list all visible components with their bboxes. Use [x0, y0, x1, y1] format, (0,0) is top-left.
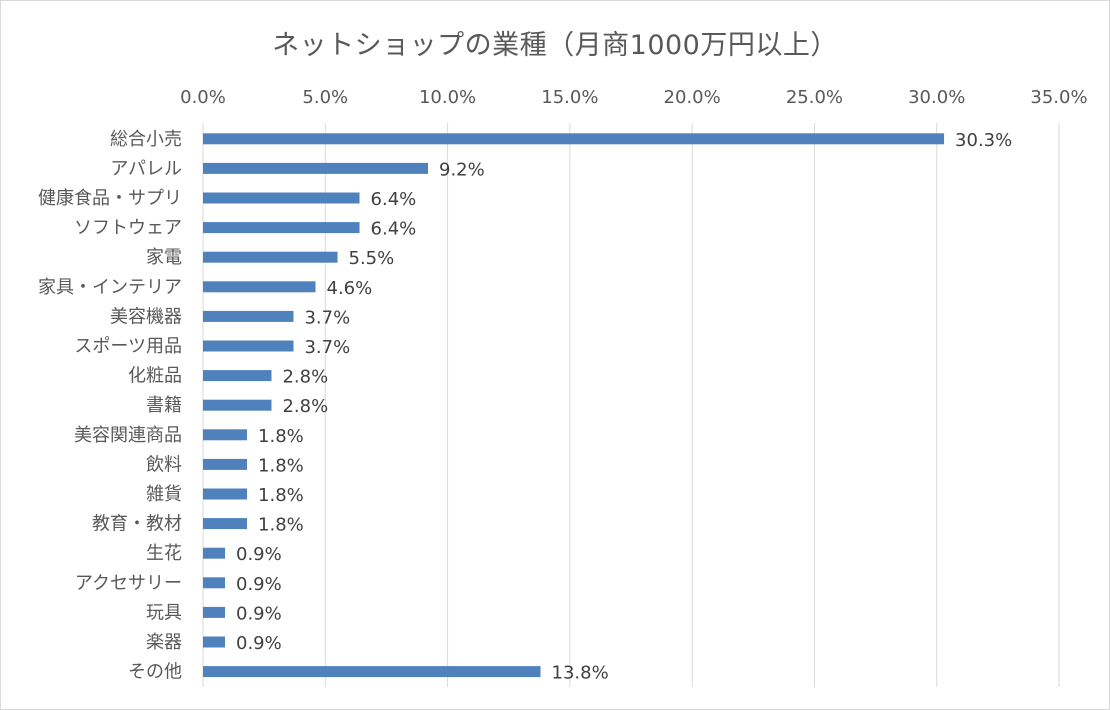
bar — [203, 222, 360, 234]
data-label: 1.8% — [258, 485, 304, 506]
category-label: 飲料 — [146, 454, 182, 475]
x-tick-label: 10.0% — [419, 87, 476, 108]
data-label: 0.9% — [236, 574, 282, 595]
x-tick-label: 25.0% — [786, 87, 843, 108]
category-label: 総合小売 — [110, 129, 182, 150]
data-label: 0.9% — [236, 633, 282, 654]
bar — [203, 162, 429, 174]
category-label: 健康食品・サプリ — [38, 188, 182, 209]
category-label: 家電 — [146, 247, 182, 268]
x-tick-label: 0.0% — [180, 87, 226, 108]
data-label: 0.9% — [236, 544, 282, 565]
category-label: 教育・教材 — [92, 514, 182, 535]
bar — [203, 370, 272, 382]
bar — [203, 606, 226, 618]
category-label: 化粧品 — [128, 366, 182, 387]
data-label: 3.7% — [304, 307, 350, 328]
category-label: その他 — [128, 662, 182, 683]
category-label: 美容機器 — [110, 306, 182, 327]
bar — [203, 310, 294, 322]
x-tick-label: 30.0% — [908, 87, 965, 108]
bar — [203, 133, 945, 145]
data-label: 0.9% — [236, 603, 282, 624]
x-tick-label: 15.0% — [541, 87, 598, 108]
data-label: 4.6% — [327, 278, 373, 299]
category-label: 書籍 — [146, 395, 182, 416]
bar — [203, 458, 248, 470]
bar — [203, 518, 248, 530]
bar — [203, 636, 226, 648]
bar — [203, 251, 338, 263]
category-label: 美容関連商品 — [74, 425, 182, 446]
category-label: ソフトウェア — [74, 218, 182, 239]
x-tick-label: 35.0% — [1030, 87, 1087, 108]
data-label: 6.4% — [371, 219, 417, 240]
category-label: 家具・インテリア — [38, 277, 182, 298]
data-label: 2.8% — [282, 396, 328, 417]
category-label: スポーツ用品 — [74, 336, 182, 357]
bar — [203, 340, 294, 352]
data-label: 13.8% — [552, 663, 609, 684]
bar — [203, 547, 226, 559]
bar — [203, 666, 541, 678]
bar — [203, 488, 248, 500]
bar — [203, 192, 360, 204]
category-label: 雑貨 — [146, 484, 182, 505]
bar — [203, 577, 226, 589]
bar — [203, 429, 248, 441]
category-label: アパレル — [110, 158, 182, 179]
data-label: 30.3% — [955, 130, 1012, 151]
data-label: 6.4% — [371, 189, 417, 210]
data-label: 9.2% — [439, 159, 485, 180]
chart-title: ネットショップの業種（月商1000万円以上） — [272, 30, 838, 61]
data-label: 2.8% — [282, 367, 328, 388]
category-label: アクセサリー — [75, 573, 182, 594]
bar — [203, 281, 316, 293]
x-tick-label: 20.0% — [664, 87, 721, 108]
category-label: 楽器 — [146, 632, 182, 653]
data-label: 3.7% — [304, 337, 350, 358]
data-label: 1.8% — [258, 515, 304, 536]
category-label: 玩具 — [146, 602, 182, 623]
data-label: 5.5% — [349, 248, 395, 269]
data-label: 1.8% — [258, 426, 304, 447]
category-label: 生花 — [146, 543, 182, 564]
bar — [203, 399, 272, 411]
data-label: 1.8% — [258, 455, 304, 476]
x-tick-label: 5.0% — [302, 87, 348, 108]
